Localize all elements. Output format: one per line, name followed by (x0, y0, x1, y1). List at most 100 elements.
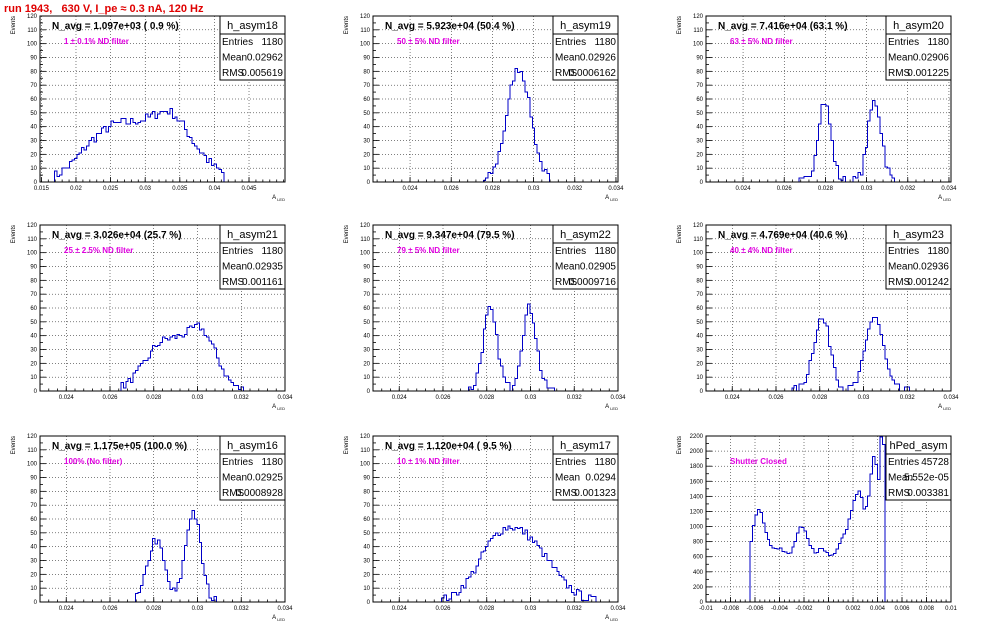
y-tick-label: 40 (696, 125, 703, 131)
stats-value: 0.02936 (913, 262, 950, 273)
y-tick-label: 110 (27, 237, 37, 243)
x-tick-label: -0.002 (795, 606, 813, 612)
y-tick-label: 60 (696, 306, 703, 312)
filter-label: 40 ± 4% ND filter (730, 246, 793, 255)
y-tick-label: 30 (30, 348, 37, 354)
y-tick-label: 30 (30, 559, 37, 565)
y-tick-label: 80 (363, 489, 370, 495)
x-axis-label-sub: LED (609, 197, 618, 202)
n-avg-label: N_avg = 5.923e+04 (50.4 %) (385, 21, 515, 32)
y-axis-label: Events (11, 436, 17, 454)
stats-box (885, 242, 952, 290)
stats-label: Mean (888, 53, 913, 64)
y-tick-label: 60 (363, 517, 370, 523)
y-tick-label: 100 (360, 462, 371, 468)
y-tick-label: 120 (360, 14, 371, 20)
histogram-h_asym17 (373, 525, 618, 603)
y-axis-label: Events (344, 436, 350, 454)
n-avg-label: N_avg = 1.175e+05 (100.0 %) (52, 441, 187, 452)
stats-box (219, 242, 286, 290)
y-tick-label: 0 (34, 389, 38, 395)
plot-h_asym23: 0.024 0.026 0.028 0.03 0.032 0.034 0 10 20 30 40 50… (677, 223, 959, 411)
histogram-h_asym21 (40, 322, 285, 392)
histogram-h_asym22 (373, 303, 618, 392)
x-tick-label: 0.034 (943, 395, 959, 401)
stats-label: Entries (555, 246, 586, 257)
x-tick-label: 0.026 (102, 606, 118, 612)
y-tick-label: 2200 (690, 434, 704, 440)
y-tick-label: 90 (30, 265, 37, 271)
x-tick-label: 0.03 (192, 606, 204, 612)
y-tick-label: 120 (360, 434, 371, 440)
x-tick-label: 0.024 (392, 606, 408, 612)
x-tick-label: 0.034 (277, 606, 293, 612)
filter-label: 79 ± 5% ND filter (397, 246, 460, 255)
y-tick-label: 110 (360, 237, 370, 243)
x-tick-label: 0.032 (900, 395, 916, 401)
y-tick-label: 90 (696, 265, 703, 271)
stats-value: 0.02926 (580, 53, 617, 64)
y-tick-label: 20 (363, 361, 370, 367)
y-tick-label: 110 (360, 28, 370, 34)
y-tick-label: 0 (34, 180, 38, 186)
stats-label: Mean (555, 473, 580, 484)
stats-title: h_asym19 (560, 20, 611, 32)
plot-h_asym19: 0.024 0.026 0.028 0.03 0.032 0.034 0 10 20 30 40 50… (344, 14, 624, 202)
n-avg-label: N_avg = 7.416e+04 (63.1 %) (718, 21, 848, 32)
x-tick-label: 0.028 (818, 186, 834, 192)
y-tick-label: 10 (30, 586, 37, 592)
y-tick-label: 60 (363, 97, 370, 103)
y-tick-label: 40 (363, 545, 370, 551)
y-tick-label: 30 (363, 559, 370, 565)
stats-title: h_asym20 (893, 20, 944, 32)
y-tick-label: 20 (696, 152, 703, 158)
x-tick-label: 0.03 (528, 186, 540, 192)
y-tick-label: 100 (693, 251, 704, 257)
y-axis-label: Events (344, 16, 350, 34)
stats-label: Mean (555, 262, 580, 273)
y-tick-label: 120 (27, 223, 38, 229)
run-title: run 1943, 630 V, I_pe ≈ 0.3 nA, 120 Hz (4, 3, 204, 15)
stats-label: RMS (888, 488, 911, 499)
stats-label: Mean (222, 53, 247, 64)
y-tick-label: 800 (693, 540, 704, 546)
n-avg-label: N_avg = 1.097e+03 ( 0.9 %) (52, 21, 179, 32)
x-tick-label: 0.026 (777, 186, 793, 192)
y-tick-label: 120 (693, 223, 704, 229)
stats-box (219, 453, 286, 501)
y-tick-label: 90 (696, 56, 703, 62)
x-tick-label: 0.045 (242, 186, 258, 192)
stats-label: RMS (555, 488, 578, 499)
x-tick-label: -0.006 (746, 606, 764, 612)
stats-title: h_asym17 (560, 440, 611, 452)
x-tick-label: 0.03 (861, 186, 873, 192)
x-tick-label: 0.028 (479, 606, 495, 612)
x-tick-label: 0.035 (172, 186, 188, 192)
stats-label: RMS (222, 488, 245, 499)
stats-value: 1180 (261, 457, 283, 468)
stats-label: Entries (555, 37, 586, 48)
y-tick-label: 70 (696, 83, 703, 89)
x-tick-label: 0.024 (403, 186, 419, 192)
y-tick-label: 90 (30, 56, 37, 62)
filter-label: 25 ± 2.5% ND filter (64, 246, 133, 255)
y-tick-label: 40 (30, 545, 37, 551)
y-axis-label: Events (344, 225, 350, 243)
y-tick-label: 60 (30, 97, 37, 103)
y-tick-label: 20 (30, 152, 37, 158)
y-tick-label: 10 (363, 375, 370, 381)
stats-value: 0.001242 (907, 277, 949, 288)
stats-label: Mean (555, 53, 580, 64)
y-tick-label: 1600 (690, 479, 704, 485)
y-tick-label: 0 (700, 600, 704, 606)
y-tick-label: 40 (363, 334, 370, 340)
x-tick-label: 0.028 (146, 606, 162, 612)
stats-box (552, 453, 619, 501)
stats-value: 0.02925 (247, 473, 284, 484)
x-axis-label-sub: LED (609, 617, 618, 622)
plot-h_asym20: 0.024 0.026 0.028 0.03 0.032 0.034 0 10 20 30 40 50… (677, 14, 957, 202)
x-tick-label: 0.006 (894, 606, 910, 612)
y-tick-label: 60 (30, 517, 37, 523)
y-tick-label: 60 (30, 306, 37, 312)
histogram-h_asym19 (373, 68, 618, 183)
